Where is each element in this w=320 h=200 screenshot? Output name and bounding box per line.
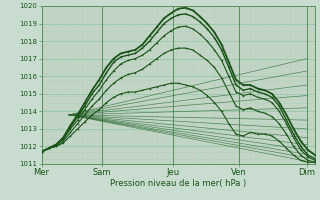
X-axis label: Pression niveau de la mer( hPa ): Pression niveau de la mer( hPa ) <box>110 179 246 188</box>
